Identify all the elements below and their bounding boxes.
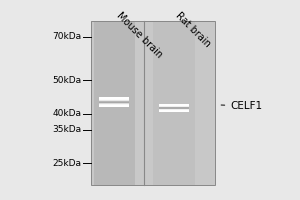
FancyBboxPatch shape bbox=[100, 106, 129, 107]
Text: 40kDa: 40kDa bbox=[52, 109, 82, 118]
FancyBboxPatch shape bbox=[100, 100, 129, 101]
FancyBboxPatch shape bbox=[159, 108, 189, 109]
FancyBboxPatch shape bbox=[159, 104, 189, 105]
FancyBboxPatch shape bbox=[94, 21, 135, 185]
Text: Mouse brain: Mouse brain bbox=[114, 10, 164, 60]
FancyBboxPatch shape bbox=[153, 21, 195, 185]
FancyBboxPatch shape bbox=[159, 111, 189, 112]
Text: 35kDa: 35kDa bbox=[52, 125, 82, 134]
FancyBboxPatch shape bbox=[159, 106, 189, 107]
Text: CELF1: CELF1 bbox=[221, 101, 262, 111]
FancyBboxPatch shape bbox=[100, 104, 129, 105]
FancyBboxPatch shape bbox=[100, 103, 129, 104]
FancyBboxPatch shape bbox=[100, 97, 129, 98]
FancyBboxPatch shape bbox=[100, 101, 129, 102]
Text: 50kDa: 50kDa bbox=[52, 76, 82, 85]
FancyBboxPatch shape bbox=[100, 102, 129, 103]
FancyBboxPatch shape bbox=[100, 102, 129, 103]
FancyBboxPatch shape bbox=[159, 107, 189, 108]
FancyBboxPatch shape bbox=[159, 104, 189, 105]
FancyBboxPatch shape bbox=[100, 99, 129, 100]
FancyBboxPatch shape bbox=[159, 110, 189, 111]
Text: 70kDa: 70kDa bbox=[52, 32, 82, 41]
FancyBboxPatch shape bbox=[100, 103, 129, 104]
FancyBboxPatch shape bbox=[159, 109, 189, 110]
FancyBboxPatch shape bbox=[159, 105, 189, 106]
FancyBboxPatch shape bbox=[91, 21, 215, 185]
FancyBboxPatch shape bbox=[100, 99, 129, 100]
FancyBboxPatch shape bbox=[159, 107, 189, 108]
FancyBboxPatch shape bbox=[159, 110, 189, 111]
FancyBboxPatch shape bbox=[100, 104, 129, 105]
FancyBboxPatch shape bbox=[100, 105, 129, 106]
FancyBboxPatch shape bbox=[100, 98, 129, 99]
Text: Rat brain: Rat brain bbox=[174, 10, 213, 49]
FancyBboxPatch shape bbox=[100, 101, 129, 102]
Text: 25kDa: 25kDa bbox=[52, 159, 82, 168]
FancyBboxPatch shape bbox=[159, 106, 189, 107]
FancyBboxPatch shape bbox=[159, 105, 189, 106]
FancyBboxPatch shape bbox=[159, 108, 189, 109]
FancyBboxPatch shape bbox=[100, 98, 129, 99]
FancyBboxPatch shape bbox=[159, 109, 189, 110]
FancyBboxPatch shape bbox=[100, 100, 129, 101]
